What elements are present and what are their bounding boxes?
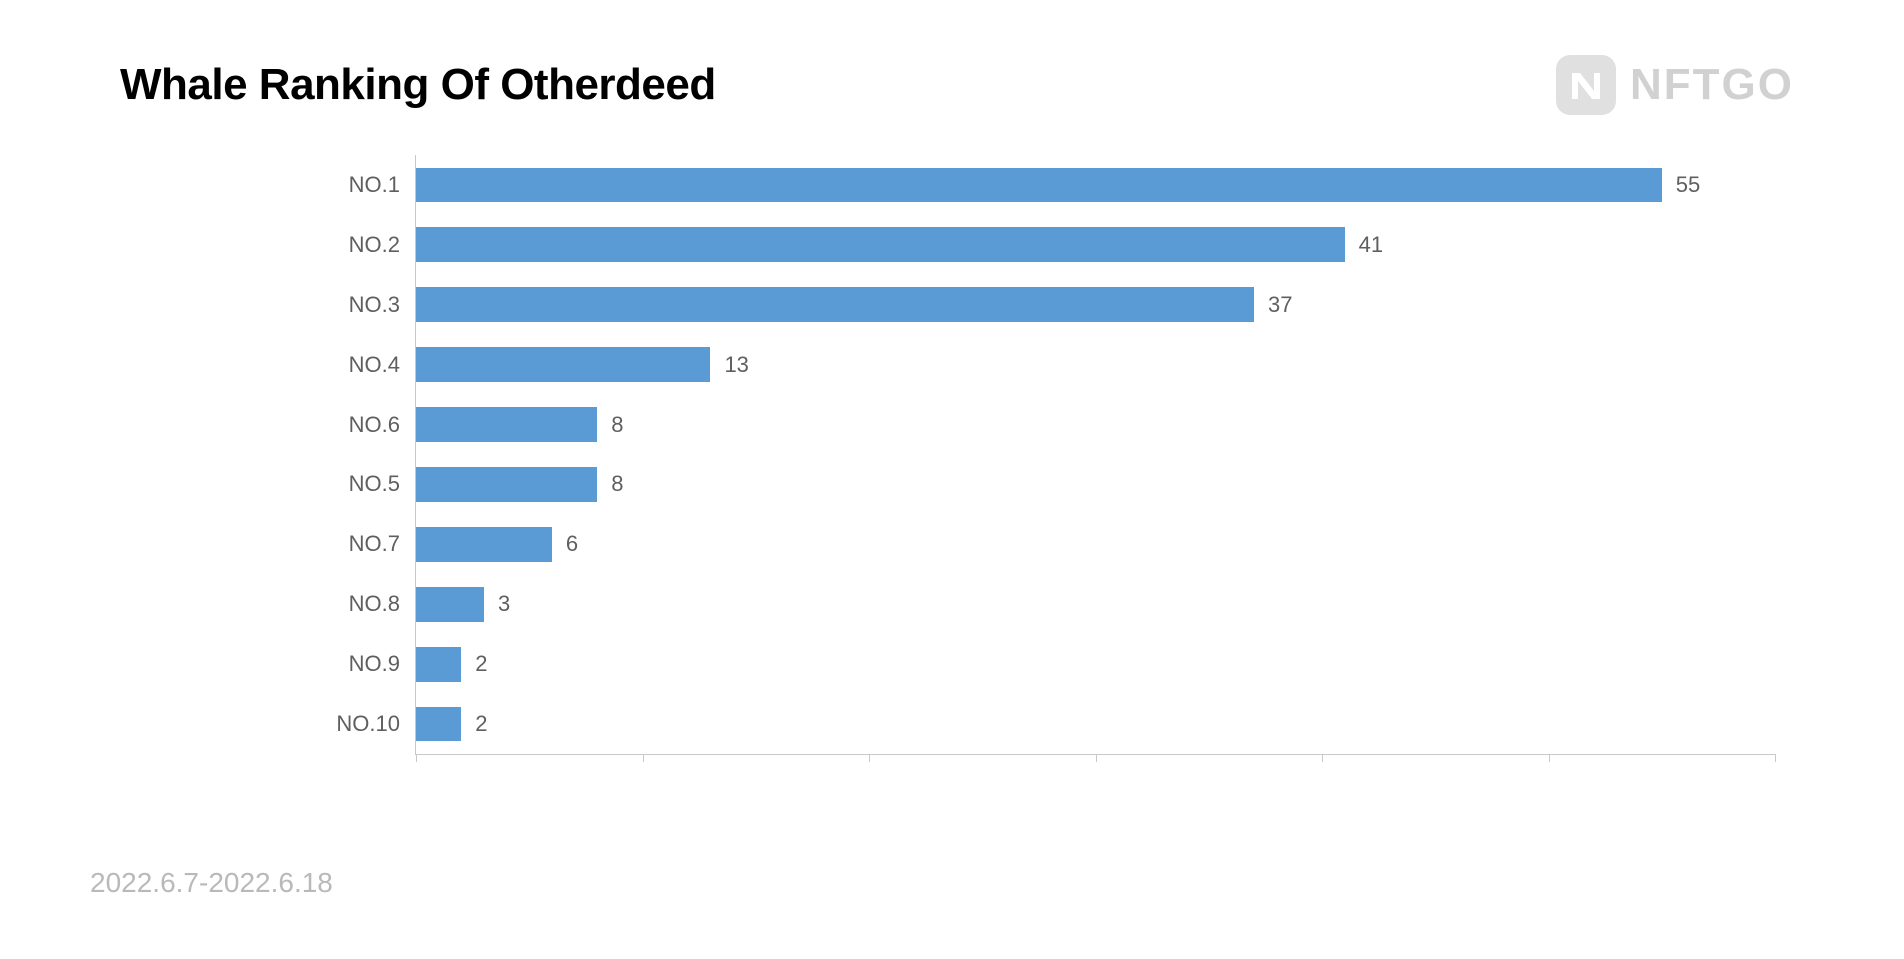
y-axis-label: NO.2 <box>285 232 400 258</box>
bar-value-label: 3 <box>498 591 510 617</box>
x-tick <box>869 754 870 762</box>
bar <box>416 587 484 622</box>
y-axis-label: NO.5 <box>285 471 400 497</box>
date-range-label: 2022.6.7-2022.6.18 <box>90 867 333 899</box>
bar-value-label: 55 <box>1676 172 1700 198</box>
x-tick <box>416 754 417 762</box>
y-axis-label: NO.8 <box>285 591 400 617</box>
y-axis-label: NO.1 <box>285 172 400 198</box>
bar-row: 2 <box>416 707 1775 742</box>
bar <box>416 647 461 682</box>
y-axis-label: NO.3 <box>285 292 400 318</box>
bar-value-label: 6 <box>566 531 578 557</box>
bar-row: 13 <box>416 347 1775 382</box>
bar-row: 2 <box>416 647 1775 682</box>
y-axis-label: NO.4 <box>285 352 400 378</box>
bar-value-label: 2 <box>475 651 487 677</box>
y-axis-label: NO.7 <box>285 531 400 557</box>
logo-badge-icon <box>1556 55 1616 115</box>
bar <box>416 707 461 742</box>
bar-row: 8 <box>416 407 1775 442</box>
bar-row: 6 <box>416 527 1775 562</box>
bar-row: 55 <box>416 168 1775 203</box>
x-tick <box>1096 754 1097 762</box>
x-tick <box>1322 754 1323 762</box>
bar <box>416 227 1345 262</box>
bar-value-label: 8 <box>611 471 623 497</box>
bar-row: 8 <box>416 467 1775 502</box>
bar-row: 3 <box>416 587 1775 622</box>
chart-container: Whale Ranking Of Otherdeed NFTGO NO.1NO.… <box>0 0 1904 959</box>
chart-area: NO.1 NO.2 NO.3 NO.4 NO.6 NO.5 NO.7 NO.8 NO.9 NO.1… <box>285 155 1775 795</box>
bar-value-label: 13 <box>724 352 748 378</box>
logo-n-icon <box>1566 65 1606 105</box>
bar-value-label: 2 <box>475 711 487 737</box>
bar-value-label: 37 <box>1268 292 1292 318</box>
bar <box>416 467 597 502</box>
y-axis-label: NO.6 <box>285 412 400 438</box>
bar <box>416 168 1662 203</box>
plot-area: 55 41 37 13 8 8 6 3 2 2 <box>415 155 1775 755</box>
brand-logo: NFTGO <box>1556 55 1794 115</box>
x-tick <box>1549 754 1550 762</box>
bar <box>416 347 710 382</box>
logo-text: NFTGO <box>1630 60 1794 110</box>
bar-row: 41 <box>416 227 1775 262</box>
bar-value-label: 8 <box>611 412 623 438</box>
x-tick <box>643 754 644 762</box>
bar <box>416 287 1254 322</box>
y-axis-label: NO.9 <box>285 651 400 677</box>
bar-value-label: 41 <box>1359 232 1383 258</box>
x-tick <box>1775 754 1776 762</box>
y-axis-label: NO.10 <box>285 711 400 737</box>
bar <box>416 407 597 442</box>
bar <box>416 527 552 562</box>
bar-row: 37 <box>416 287 1775 322</box>
